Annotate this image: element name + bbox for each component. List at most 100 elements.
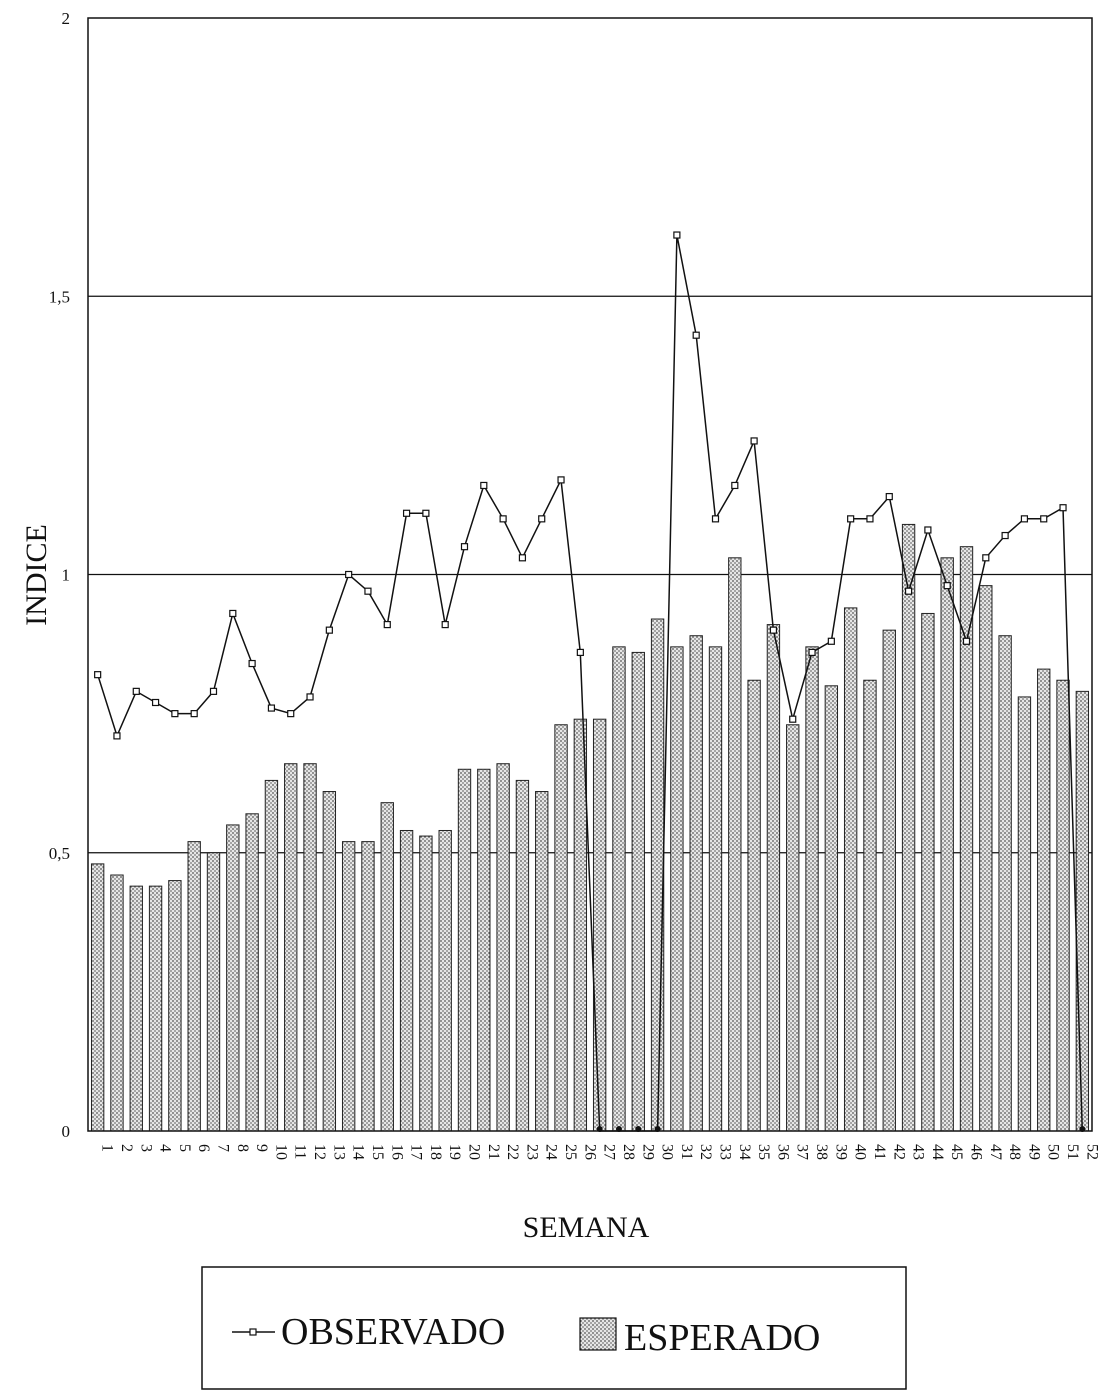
bar-esperado	[457, 768, 472, 1132]
x-tick-label: 40	[852, 1144, 869, 1160]
bar-esperado	[959, 546, 974, 1132]
point-observado	[731, 481, 739, 490]
point-observado	[364, 587, 372, 595]
x-tick-label: 42	[890, 1144, 907, 1160]
x-tick-label: 38	[813, 1144, 830, 1160]
x-tick-label: 41	[871, 1144, 888, 1160]
x-tick-label: 43	[910, 1144, 927, 1160]
bar-esperado	[708, 646, 723, 1132]
bar-esperado	[245, 813, 259, 1132]
x-tick-label: 46	[968, 1144, 985, 1160]
x-axis-title: SEMANA	[523, 1211, 650, 1244]
bar-esperado	[1075, 690, 1090, 1132]
bar-esperado	[979, 585, 993, 1132]
point-observado	[267, 704, 276, 712]
x-tick-labels: 1 2 3 4 5 6 7 8 9 10 11 12 13 14 15 16 17 18 19 20 21 22 23 24 2…	[99, 1144, 1098, 1160]
bar-esperado	[901, 523, 916, 1132]
bar-esperado	[284, 763, 298, 1132]
bar-esperado	[361, 841, 375, 1132]
point-observado	[441, 620, 449, 629]
x-tick-label: 17	[408, 1144, 425, 1160]
line-series-observado	[94, 231, 1086, 1132]
y-tick-label: 0,5	[49, 844, 70, 863]
point-observado	[402, 509, 411, 517]
point-observado	[827, 637, 835, 645]
x-tick-label: 10	[272, 1144, 289, 1160]
x-tick-label: 7	[215, 1144, 232, 1152]
point-observado	[480, 481, 488, 490]
bar-esperado	[1056, 679, 1070, 1132]
bar-esperado	[496, 763, 510, 1132]
point-observado	[711, 515, 720, 523]
point-observado	[847, 515, 855, 523]
point-observado	[962, 637, 971, 645]
x-tick-label: 29	[639, 1144, 656, 1160]
point-observado	[190, 710, 198, 718]
point-observado	[1040, 515, 1048, 523]
bar-esperado	[592, 718, 607, 1132]
x-tick-label: 50	[1045, 1144, 1062, 1160]
bar-esperado	[1017, 696, 1032, 1132]
bar-esperado	[843, 607, 858, 1132]
bar-series-esperado	[90, 523, 1090, 1132]
x-tick-label: 31	[678, 1144, 695, 1160]
bar-esperado	[341, 841, 356, 1132]
point-observado	[885, 492, 893, 501]
bar-esperado	[766, 624, 781, 1132]
x-tick-label: 45	[948, 1144, 965, 1160]
y-tick-label: 2	[62, 9, 71, 28]
bar-esperado	[747, 679, 761, 1132]
bar-esperado	[226, 824, 240, 1132]
x-tick-label: 18	[427, 1144, 444, 1160]
point-observado	[113, 732, 121, 740]
x-tick-label: 23	[523, 1144, 540, 1160]
point-observado	[692, 331, 700, 339]
x-tick-label: 26	[581, 1144, 598, 1160]
legend-item-esperado: ESPERADO	[579, 1317, 820, 1359]
point-observado	[345, 570, 353, 579]
bar-esperado	[148, 885, 163, 1132]
x-tick-label: 2	[118, 1144, 135, 1152]
point-observado	[132, 687, 140, 695]
x-tick-label: 16	[388, 1144, 405, 1160]
x-tick-label: 14	[350, 1144, 367, 1160]
x-tick-label: 36	[774, 1144, 791, 1160]
point-observado	[982, 554, 990, 562]
axes	[87, 17, 1093, 1132]
point-observado	[518, 554, 527, 562]
x-tick-label: 5	[176, 1144, 193, 1152]
y-tick-labels: 0 0,5 1 1,5 2	[49, 9, 70, 1141]
bar-esperado	[689, 635, 703, 1132]
point-observado	[943, 582, 951, 590]
bar-esperado	[921, 612, 935, 1132]
x-tick-label: 34	[736, 1144, 753, 1160]
y-axis-title: INDICE	[20, 524, 53, 626]
point-observado	[499, 515, 507, 523]
bar-esperado	[399, 829, 414, 1132]
legend-dotted-box-icon	[579, 1317, 617, 1351]
bar-esperado	[303, 763, 317, 1132]
x-tick-label: 49	[1025, 1144, 1042, 1160]
bar-esperado	[554, 724, 568, 1132]
x-tick-label: 12	[311, 1144, 328, 1160]
point-observado	[576, 648, 584, 657]
point-observado	[866, 515, 874, 523]
point-observado	[248, 659, 256, 668]
x-tick-label: 27	[601, 1144, 618, 1160]
point-observado	[538, 515, 546, 523]
x-tick-label: 25	[562, 1144, 579, 1160]
legend-box	[201, 1266, 907, 1390]
bar-esperado	[535, 791, 549, 1132]
point-observado	[287, 710, 295, 718]
point-observado	[151, 698, 160, 707]
x-tick-label: 4	[157, 1144, 174, 1152]
bar-esperado	[728, 557, 742, 1132]
bar-esperado	[650, 618, 665, 1132]
x-tick-label: 48	[1006, 1144, 1023, 1160]
bar-esperado	[419, 835, 433, 1132]
x-tick-label: 52	[1083, 1144, 1098, 1160]
legend-label-observado: OBSERVADO	[281, 1311, 505, 1353]
point-observado	[808, 648, 816, 657]
x-tick-label: 51	[1064, 1144, 1081, 1160]
y-tick-label: 1	[62, 566, 71, 585]
